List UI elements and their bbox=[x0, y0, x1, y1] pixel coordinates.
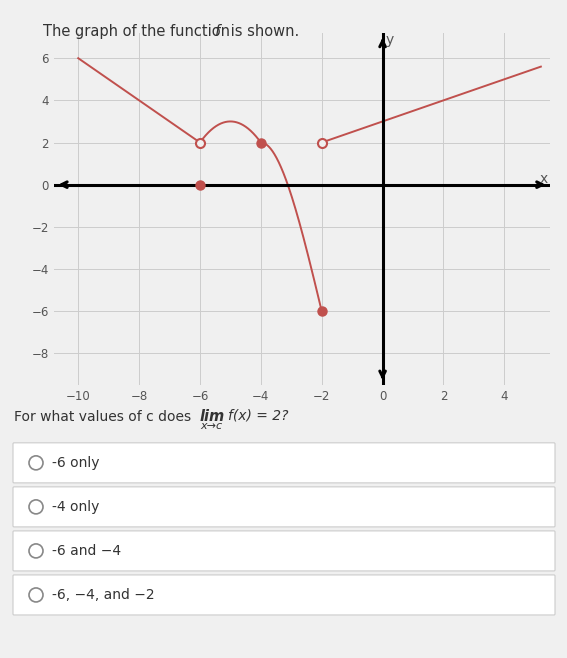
Text: y: y bbox=[385, 34, 393, 47]
FancyBboxPatch shape bbox=[13, 487, 555, 527]
Text: lim: lim bbox=[200, 409, 225, 424]
Text: -6 and −4: -6 and −4 bbox=[52, 544, 121, 558]
Circle shape bbox=[29, 456, 43, 470]
Text: -6, −4, and −2: -6, −4, and −2 bbox=[52, 588, 155, 602]
Text: f(x) = 2?: f(x) = 2? bbox=[228, 409, 289, 423]
Text: -6 only: -6 only bbox=[52, 456, 99, 470]
Text: The graph of the function: The graph of the function bbox=[43, 24, 234, 39]
Circle shape bbox=[29, 588, 43, 602]
Text: x: x bbox=[540, 172, 548, 186]
Text: is shown.: is shown. bbox=[226, 24, 299, 39]
FancyBboxPatch shape bbox=[13, 575, 555, 615]
Circle shape bbox=[29, 500, 43, 514]
Text: For what values of c does: For what values of c does bbox=[14, 410, 191, 424]
FancyBboxPatch shape bbox=[13, 443, 555, 483]
Circle shape bbox=[29, 544, 43, 558]
FancyBboxPatch shape bbox=[13, 531, 555, 571]
Text: -4 only: -4 only bbox=[52, 500, 99, 514]
Text: f: f bbox=[215, 24, 221, 39]
Text: x→c: x→c bbox=[200, 421, 222, 431]
